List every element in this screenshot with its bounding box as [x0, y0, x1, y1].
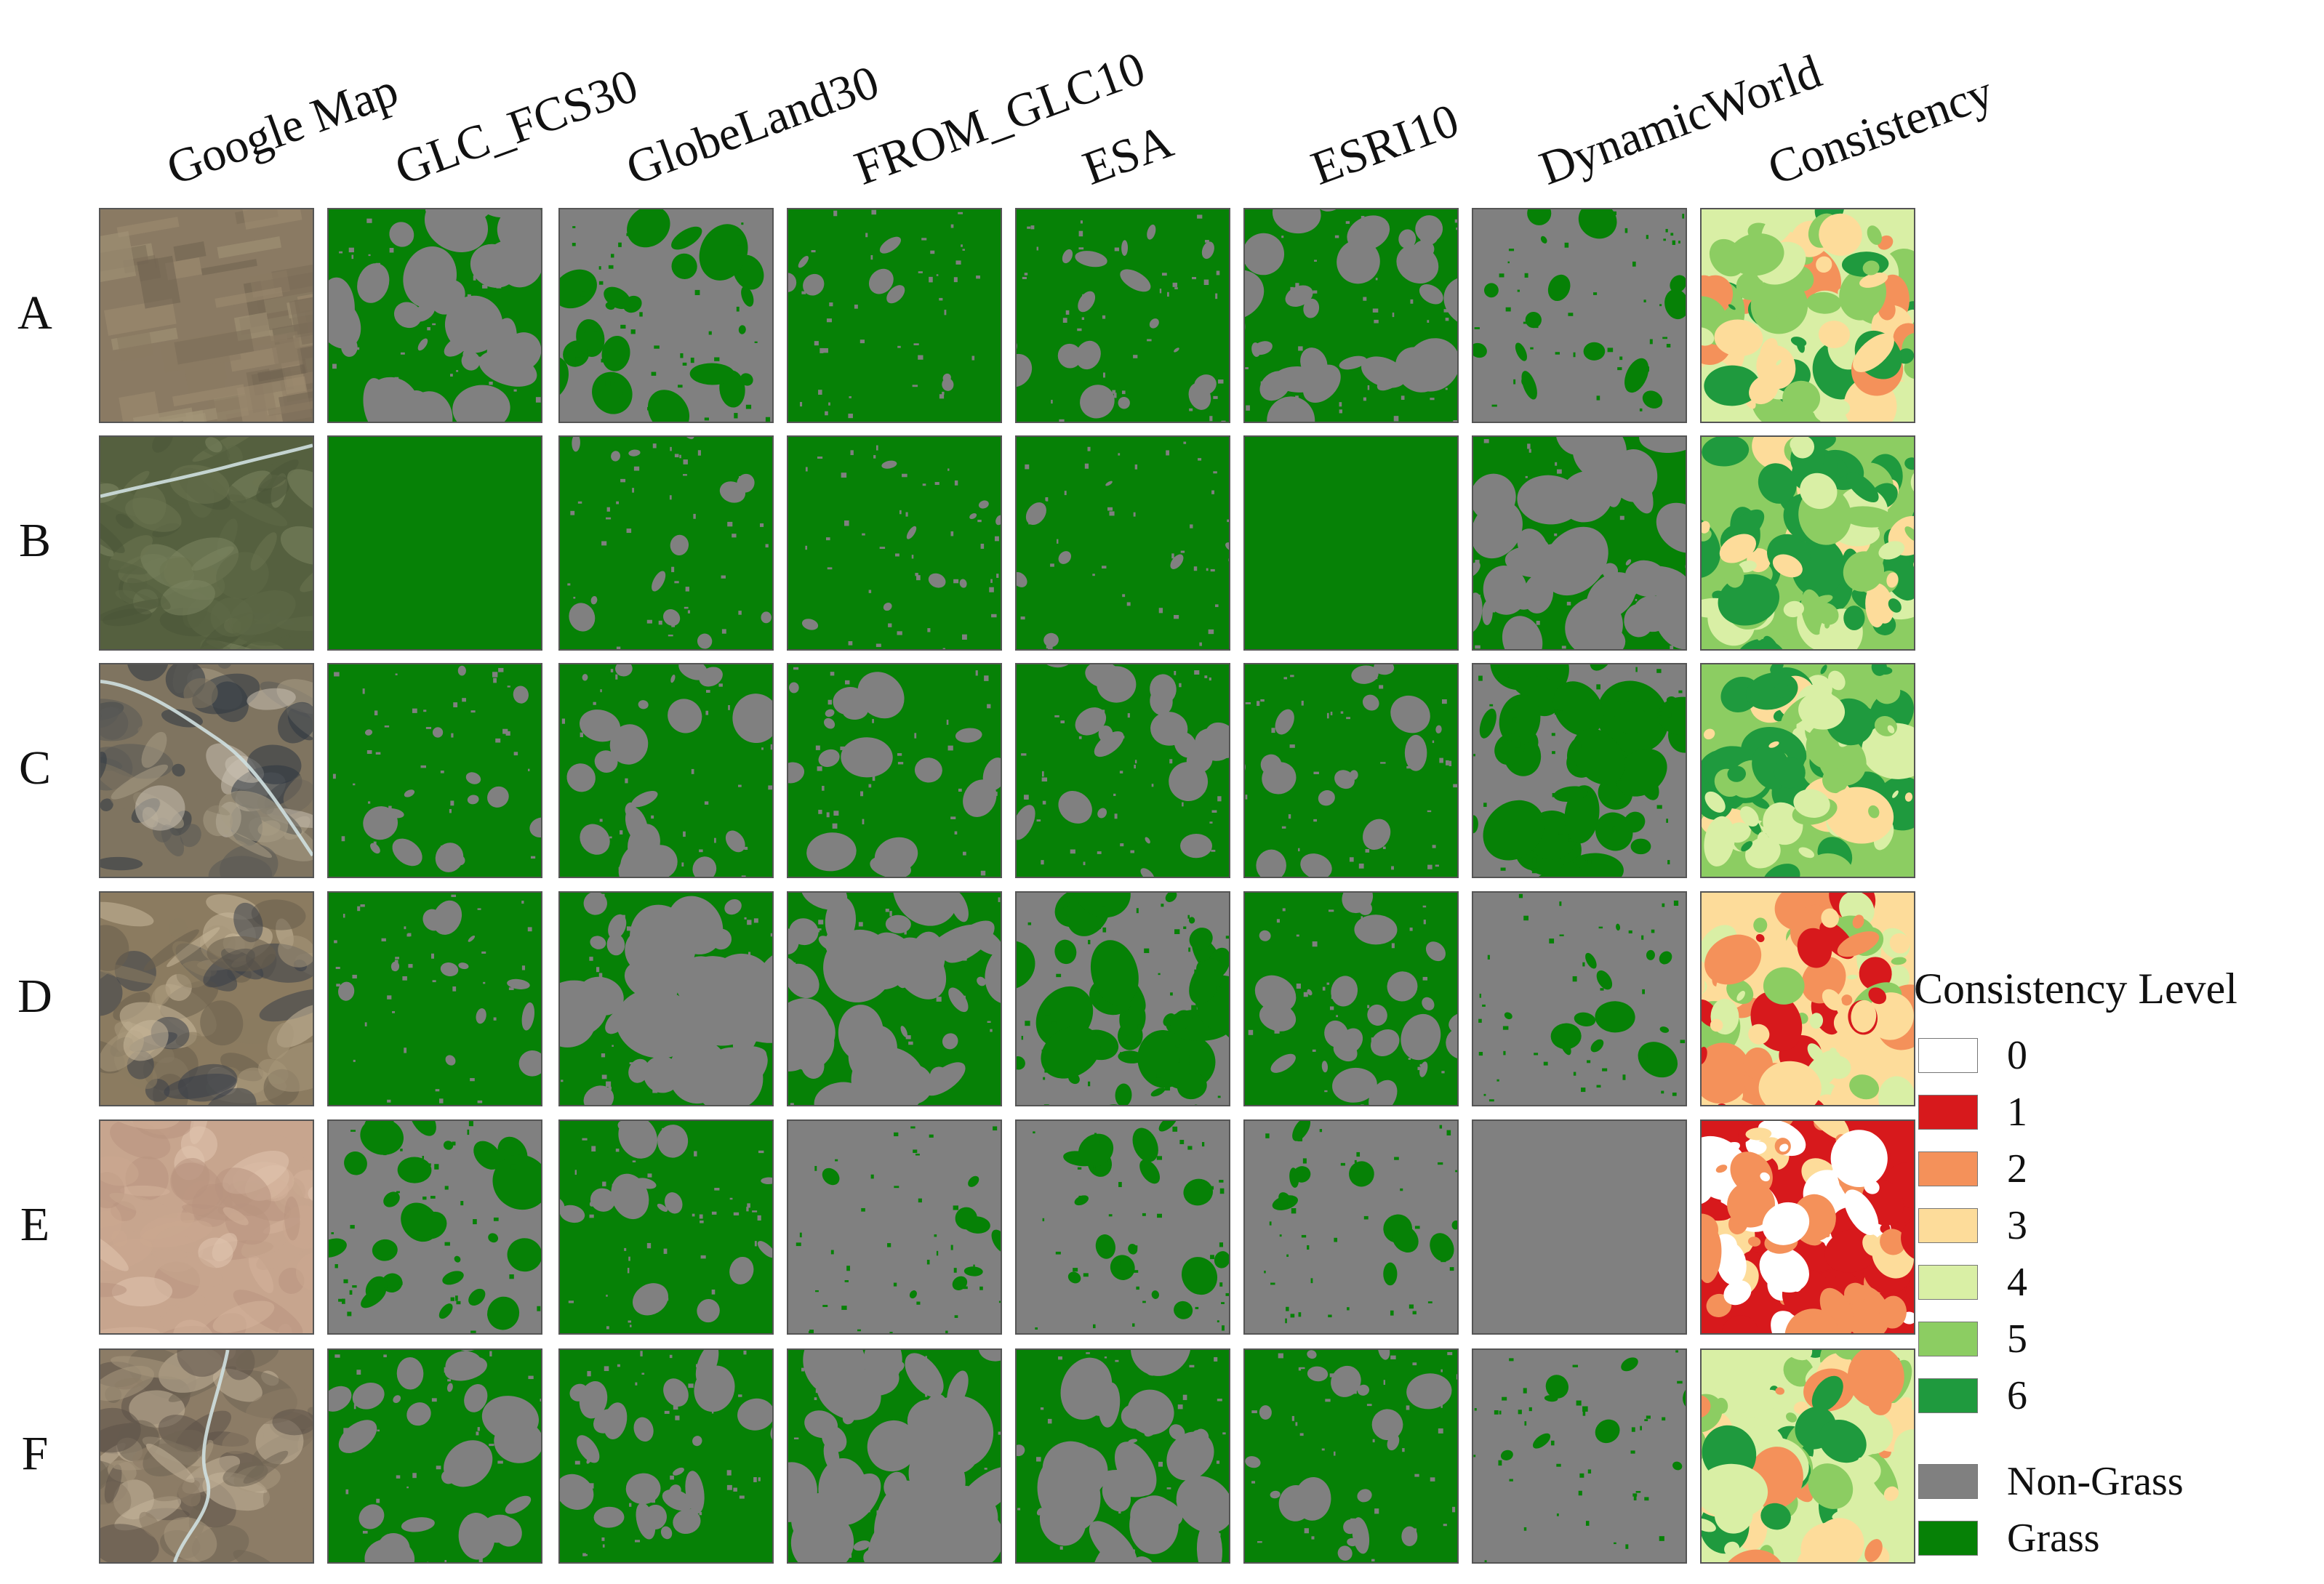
row-label: A	[17, 286, 52, 339]
satellite-image-tile	[99, 1348, 314, 1564]
classification-map-tile	[327, 1348, 542, 1564]
legend-item: Grass	[1914, 1513, 2321, 1570]
row-label: D	[17, 970, 52, 1023]
classification-map-tile	[1015, 1119, 1230, 1335]
satellite-image-tile	[99, 435, 314, 651]
legend-swatch	[1918, 1464, 1978, 1499]
legend-item: 6	[1914, 1371, 2321, 1428]
legend-swatch	[1918, 1322, 1978, 1356]
classification-map-tile	[1015, 208, 1230, 423]
classification-map-tile	[1015, 663, 1230, 878]
legend-label: 2	[2007, 1146, 2027, 1191]
legend-swatch	[1918, 1208, 1978, 1243]
legend-label: 0	[2007, 1033, 2027, 1078]
legend-label: Non-Grass	[2007, 1459, 2184, 1504]
classification-map-tile	[1243, 1348, 1459, 1564]
classification-map-tile	[1243, 208, 1459, 423]
classification-map-tile	[327, 435, 542, 651]
classification-map-tile	[327, 891, 542, 1106]
classification-map-tile	[327, 208, 542, 423]
classification-map-tile	[1472, 1348, 1687, 1564]
classification-map-tile	[327, 663, 542, 878]
legend-item: 4	[1914, 1258, 2321, 1314]
legend-swatch	[1918, 1095, 1978, 1130]
classification-map-tile	[558, 435, 774, 651]
classification-map-tile	[1243, 891, 1459, 1106]
row-label: C	[18, 741, 52, 795]
satellite-image-tile	[99, 663, 314, 878]
legend-label: 5	[2007, 1316, 2027, 1362]
classification-map-tile	[558, 891, 774, 1106]
classification-map-tile	[558, 208, 774, 423]
classification-map-tile	[787, 435, 1002, 651]
classification-map-tile	[1472, 435, 1687, 651]
classification-map-tile	[1472, 208, 1687, 423]
legend-label: 4	[2007, 1260, 2027, 1305]
legend-item: 1	[1914, 1088, 2321, 1144]
classification-map-tile	[787, 1119, 1002, 1335]
legend-swatch	[1918, 1378, 1978, 1413]
classification-map-tile	[1243, 663, 1459, 878]
row-label: B	[18, 514, 52, 567]
classification-map-tile	[558, 663, 774, 878]
classification-map-tile	[327, 1119, 542, 1335]
legend-title: Consistency Level	[1914, 965, 2237, 1013]
classification-map-tile	[1015, 891, 1230, 1106]
column-header: ESA	[1076, 114, 1180, 196]
legend-swatch	[1918, 1151, 1978, 1186]
classification-map-tile	[787, 208, 1002, 423]
column-header: GlobeLand30	[620, 55, 886, 196]
classification-map-tile	[558, 1119, 774, 1335]
legend-swatch	[1918, 1521, 1978, 1556]
satellite-image-tile	[99, 891, 314, 1106]
column-header: GLC_FCS30	[388, 59, 645, 196]
legend-label: 6	[2007, 1373, 2027, 1418]
column-header: ESRI10	[1305, 93, 1466, 196]
row-label: F	[21, 1427, 49, 1480]
legend-item: 2	[1914, 1144, 2321, 1201]
classification-map-tile	[787, 891, 1002, 1106]
legend: Consistency Level 0 1 2 3 4 5 6 Non-Grass Grass	[1914, 967, 2321, 1570]
satellite-image-tile	[99, 1119, 314, 1335]
legend-item: Non-Grass	[1914, 1457, 2321, 1513]
classification-map-tile	[1472, 663, 1687, 878]
legend-label: 3	[2007, 1203, 2027, 1248]
consistency-map-tile	[1700, 891, 1915, 1106]
classification-map-tile	[1015, 435, 1230, 651]
consistency-map-tile	[1700, 1348, 1915, 1564]
legend-item: 5	[1914, 1314, 2321, 1371]
row-label: E	[20, 1198, 50, 1251]
legend-levels: 0 1 2 3 4 5 6	[1914, 1031, 2321, 1428]
legend-classes: Non-Grass Grass	[1914, 1457, 2321, 1570]
legend-label: 1	[2007, 1090, 2027, 1135]
classification-map-tile	[1472, 891, 1687, 1106]
classification-map-tile	[787, 1348, 1002, 1564]
classification-map-tile	[1472, 1119, 1687, 1335]
legend-swatch	[1918, 1038, 1978, 1073]
legend-label: Grass	[2007, 1516, 2100, 1561]
classification-map-tile	[1243, 1119, 1459, 1335]
classification-map-tile	[558, 1348, 774, 1564]
column-header: Google Map	[160, 63, 405, 196]
classification-map-tile	[1015, 1348, 1230, 1564]
legend-swatch	[1918, 1265, 1978, 1300]
consistency-map-tile	[1700, 1119, 1915, 1335]
classification-map-tile	[787, 663, 1002, 878]
consistency-map-tile	[1700, 208, 1915, 423]
legend-item: 3	[1914, 1201, 2321, 1258]
consistency-map-tile	[1700, 663, 1915, 878]
consistency-map-tile	[1700, 435, 1915, 651]
legend-item: 0	[1914, 1031, 2321, 1088]
satellite-image-tile	[99, 208, 314, 423]
classification-map-tile	[1243, 435, 1459, 651]
